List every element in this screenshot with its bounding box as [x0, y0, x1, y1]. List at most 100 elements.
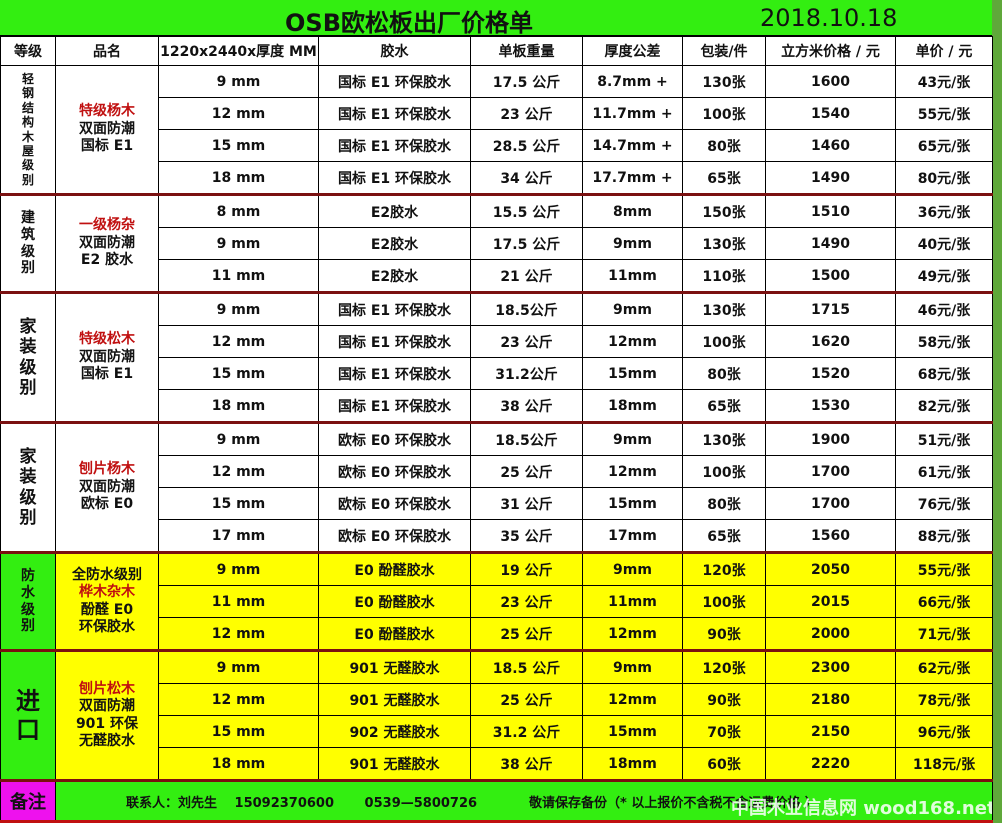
glue-cell: 国标 E1 环保胶水: [318, 357, 471, 390]
product-name-line: 刨片松木: [79, 680, 135, 697]
product-name-cell: 全防水级别 桦木杂木 酚醛 E0 环保胶水: [55, 551, 159, 651]
glue-cell: 欧标 E0 环保胶水: [318, 421, 471, 456]
product-name-line: 环保胶水: [79, 619, 135, 635]
package-cell: 110张: [682, 259, 766, 293]
unit-price-cell: 82元/张: [895, 389, 993, 423]
grade-cell: 建筑级别: [0, 193, 56, 293]
thickness-cell: 18 mm: [158, 747, 319, 781]
table-row: 11 mm E0 酚醛胶水 23 公斤 11mm 100张 2015 66元/张: [1, 585, 993, 618]
tolerance-cell: 18mm: [582, 389, 683, 423]
thickness-cell: 12 mm: [158, 617, 319, 651]
table-row: 17 mm 欧标 E0 环保胶水 35 公斤 17mm 65张 1560 88元/张: [1, 519, 993, 553]
table-row: 9 mm E2胶水 17.5 公斤 9mm 130张 1490 40元/张: [1, 227, 993, 260]
product-name-line: 901 环保: [75, 715, 139, 732]
column-header: 单板重量: [470, 36, 583, 66]
product-name-line: 特级杨木: [79, 103, 135, 120]
cubic-price-cell: 1520: [765, 357, 896, 390]
tolerance-cell: 17mm: [582, 519, 683, 553]
thickness-cell: 9 mm: [158, 65, 319, 98]
column-header: 等级: [0, 36, 56, 66]
thickness-cell: 9 mm: [158, 421, 319, 456]
grade-text: 家装级别: [19, 316, 37, 398]
unit-price-cell: 55元/张: [895, 551, 993, 586]
thickness-cell: 9 mm: [158, 649, 319, 684]
package-cell: 80张: [682, 487, 766, 520]
glue-cell: 901 无醛胶水: [318, 649, 471, 684]
weight-cell: 23 公斤: [470, 585, 583, 618]
product-name-cell: 特级杨木 双面防潮 国标 E1: [55, 65, 159, 195]
table-row: 家装级别 刨片杨木 双面防潮 欧标 E0 9 mm 欧标 E0 环保胶水 18.5公斤 9mm…: [0, 421, 993, 553]
cubic-price-cell: 2150: [765, 715, 896, 748]
grade-cell: 进口: [0, 649, 56, 781]
cubic-price-cell: 2220: [765, 747, 896, 781]
thickness-cell: 11 mm: [158, 585, 319, 618]
glue-cell: E0 酚醛胶水: [318, 585, 471, 618]
header-row: 等级 品名 1220x2440x厚度 MM 胶水 单板重量 厚度公差 包装/件 立方米价格 /…: [0, 36, 993, 66]
thickness-cell: 15 mm: [158, 715, 319, 748]
cubic-price-cell: 1510: [765, 193, 896, 228]
package-cell: 65张: [682, 161, 766, 195]
thickness-cell: 17 mm: [158, 519, 319, 553]
weight-cell: 18.5 公斤: [470, 649, 583, 684]
unit-price-cell: 36元/张: [895, 193, 993, 228]
sheet-title: OSB欧松板出厂价格单: [285, 9, 533, 37]
glue-cell: E2胶水: [318, 193, 471, 228]
thickness-cell: 12 mm: [158, 455, 319, 488]
package-cell: 130张: [682, 421, 766, 456]
table-row: 15 mm 国标 E1 环保胶水 28.5 公斤 14.7mm +80张 1460 65元…: [1, 129, 993, 162]
cubic-price-cell: 1700: [765, 487, 896, 520]
tolerance-cell: 18mm: [582, 747, 683, 781]
thickness-cell: 18 mm: [158, 161, 319, 195]
product-name-line: 双面防潮: [79, 478, 135, 495]
table-row: 家装级别 特级松木 双面防潮 国标 E1 9 mm 国标 E1 环保胶水 18.5公斤 9mm…: [0, 291, 993, 423]
weight-cell: 23 公斤: [470, 97, 583, 130]
grade-cell: 轻钢结构木屋级别: [0, 65, 56, 195]
package-cell: 100张: [682, 455, 766, 488]
product-name-line: 全防水级别: [72, 566, 142, 583]
thickness-cell: 9 mm: [158, 227, 319, 260]
unit-price-cell: 65元/张: [895, 129, 993, 162]
cubic-price-cell: 1540: [765, 97, 896, 130]
weight-cell: 34 公斤: [470, 161, 583, 195]
unit-price-cell: 58元/张: [895, 325, 993, 358]
tolerance-cell: 12mm: [582, 683, 683, 716]
weight-cell: 17.5 公斤: [470, 227, 583, 260]
unit-price-cell: 78元/张: [895, 683, 993, 716]
glue-cell: 国标 E1 环保胶水: [318, 97, 471, 130]
grade-cell: 防水级别: [0, 551, 56, 651]
unit-price-cell: 71元/张: [895, 617, 993, 651]
weight-cell: 31.2公斤: [470, 357, 583, 390]
unit-price-cell: 55元/张: [895, 97, 993, 130]
weight-cell: 28.5 公斤: [470, 129, 583, 162]
thickness-cell: 9 mm: [158, 551, 319, 586]
package-cell: 65张: [682, 519, 766, 553]
cubic-price-cell: 1620: [765, 325, 896, 358]
table-row: 防水级别 全防水级别 桦木杂木 酚醛 E0 环保胶水 9 mm E0 酚醛胶水 19 公斤 9m…: [0, 551, 993, 651]
thickness-cell: 11 mm: [158, 259, 319, 293]
table-row: 12 mm 欧标 E0 环保胶水 25 公斤 12mm 100张 1700 61元/张: [1, 455, 993, 488]
tolerance-cell: 12mm: [582, 617, 683, 651]
product-name-line: 国标 E1: [80, 138, 134, 155]
package-cell: 100张: [682, 97, 766, 130]
grade-text: 建筑级别: [21, 209, 35, 277]
weight-cell: 23 公斤: [470, 325, 583, 358]
title-bar: OSB欧松板出厂价格单 2018.10.18: [0, 0, 992, 37]
tolerance-cell: 14.7mm +: [582, 129, 683, 162]
thickness-cell: 9 mm: [158, 291, 319, 326]
table-row: 12 mm 国标 E1 环保胶水 23 公斤 11.7mm +100张 1540 55元/…: [1, 97, 993, 130]
glue-cell: 国标 E1 环保胶水: [318, 389, 471, 423]
cubic-price-cell: 1900: [765, 421, 896, 456]
glue-cell: 901 无醛胶水: [318, 747, 471, 781]
grade-cell: 家装级别: [0, 421, 56, 553]
product-name-line: 双面防潮: [79, 698, 135, 714]
product-name-cell: 一级杨杂 双面防潮 E2 胶水: [55, 193, 159, 293]
note-label: 备注: [0, 779, 56, 823]
unit-price-cell: 51元/张: [895, 421, 993, 456]
table-row: 进口 刨片松木 双面防潮 901 环保 无醛胶水 9 mm 901 无醛胶水 18.5 公斤 9…: [0, 649, 993, 781]
package-cell: 120张: [682, 551, 766, 586]
weight-cell: 19 公斤: [470, 551, 583, 586]
weight-cell: 21 公斤: [470, 259, 583, 293]
package-cell: 70张: [682, 715, 766, 748]
column-header: 胶水: [318, 36, 471, 66]
glue-cell: 欧标 E0 环保胶水: [318, 455, 471, 488]
